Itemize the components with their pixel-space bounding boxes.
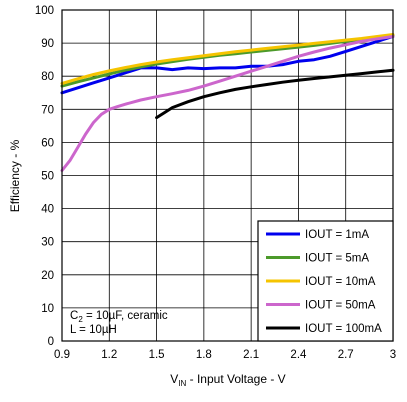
annotation-capacitor-subscript: 2 bbox=[78, 315, 83, 324]
series-line-2 bbox=[60, 33, 395, 85]
y-tick-label: 40 bbox=[41, 204, 54, 216]
annotation-inductor: L = 10µH bbox=[70, 324, 117, 336]
x-tick-label: 2.7 bbox=[338, 349, 354, 361]
x-axis-label-rest: - Input Voltage - V bbox=[186, 372, 285, 386]
series-line-4 bbox=[155, 68, 395, 120]
y-tick-label: 60 bbox=[41, 137, 54, 149]
series-layer bbox=[60, 33, 395, 172]
y-tick-label: 90 bbox=[41, 38, 54, 50]
y-axis-label: Efficiency - % bbox=[8, 139, 22, 212]
x-axis-label-subscript: IN bbox=[178, 379, 186, 388]
legend-items: IOUT = 1mA IOUT = 5mA IOUT = 10mA IOUT = 50… bbox=[266, 229, 382, 335]
y-tick-label: 50 bbox=[41, 171, 54, 183]
legend-label-2: IOUT = 10mA bbox=[305, 276, 376, 288]
grid bbox=[61, 9, 394, 342]
y-tick-label: 100 bbox=[35, 5, 54, 17]
annotation-capacitor: C2 = 10µF, ceramic bbox=[70, 310, 168, 324]
x-tick-label: 2.1 bbox=[243, 349, 259, 361]
series-line-3 bbox=[60, 35, 395, 172]
x-tick-label: 1.8 bbox=[196, 349, 212, 361]
x-tick-label: 0.9 bbox=[54, 349, 70, 361]
x-axis-label: VIN - Input Voltage - V bbox=[170, 372, 285, 388]
y-tick-label: 70 bbox=[41, 104, 54, 116]
y-tick-label: 80 bbox=[41, 71, 54, 83]
plot-frame bbox=[61, 9, 394, 342]
x-tick-label: 3 bbox=[390, 349, 396, 361]
y-tick-label: 10 bbox=[41, 303, 54, 315]
legend-label-0: IOUT = 1mA bbox=[305, 229, 369, 241]
legend: IOUT = 1mA IOUT = 5mA IOUT = 10mA IOUT = 50… bbox=[257, 220, 394, 342]
annotation-capacitor-value: = 10µF, ceramic bbox=[83, 310, 168, 322]
x-tick-label: 2.4 bbox=[290, 349, 307, 361]
legend-label-4: IOUT = 100mA bbox=[305, 323, 382, 335]
series-line-0 bbox=[60, 35, 395, 95]
x-axis-label-main: V bbox=[170, 372, 178, 386]
legend-label-3: IOUT = 50mA bbox=[305, 300, 376, 312]
legend-label-1: IOUT = 5mA bbox=[305, 253, 369, 265]
x-tick-labels: 0.9 1.2 1.5 1.8 2.1 2.4 2.7 3 bbox=[54, 349, 396, 361]
y-tick-labels: 0 10 20 30 40 50 60 70 80 90 100 bbox=[35, 5, 54, 348]
y-tick-label: 20 bbox=[41, 270, 54, 282]
x-tick-label: 1.5 bbox=[149, 349, 165, 361]
y-tick-label: 30 bbox=[41, 237, 54, 249]
y-tick-label: 0 bbox=[48, 336, 54, 348]
annotation-capacitor-symbol: C bbox=[70, 310, 78, 322]
x-tick-label: 1.2 bbox=[101, 349, 117, 361]
